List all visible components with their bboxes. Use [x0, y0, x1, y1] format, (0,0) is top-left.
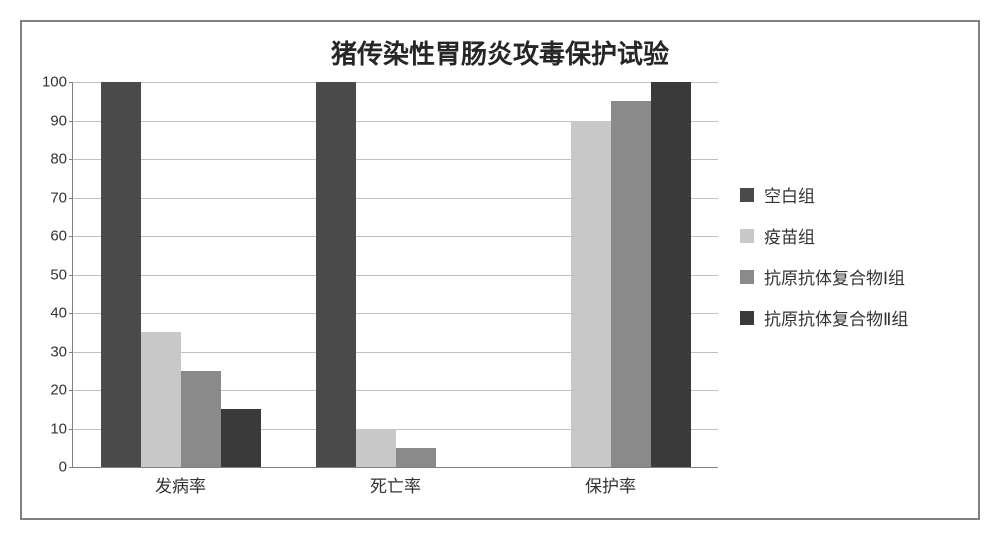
y-axis-label: 20 [35, 382, 67, 399]
y-axis-label: 10 [35, 420, 67, 437]
chart-container: 猪传染性胃肠炎攻毒保护试验 0102030405060708090100发病率死… [20, 20, 980, 520]
y-tick [69, 467, 73, 468]
y-axis-label: 60 [35, 228, 67, 245]
bar [356, 429, 396, 468]
legend-item: 抗原抗体复合物Ⅱ组 [740, 305, 960, 330]
category-label: 发病率 [73, 472, 288, 497]
chart-title: 猪传染性胃肠炎攻毒保护试验 [22, 22, 978, 79]
legend-item: 抗原抗体复合物Ⅰ组 [740, 264, 960, 289]
legend-swatch [740, 229, 754, 243]
legend-swatch [740, 311, 754, 325]
bar [651, 82, 691, 467]
bar-group: 保护率 [503, 82, 718, 467]
bar [611, 101, 651, 467]
legend-item: 疫苗组 [740, 223, 960, 248]
bar [396, 448, 436, 467]
bar [141, 332, 181, 467]
bar-group-inner [531, 82, 691, 467]
legend-item: 空白组 [740, 182, 960, 207]
category-label: 保护率 [503, 472, 718, 497]
bar [221, 409, 261, 467]
legend-label: 抗原抗体复合物Ⅱ组 [764, 305, 908, 330]
bar-group-inner [101, 82, 261, 467]
legend: 空白组疫苗组抗原抗体复合物Ⅰ组抗原抗体复合物Ⅱ组 [740, 182, 960, 346]
y-axis-label: 0 [35, 459, 67, 476]
plot-area: 0102030405060708090100发病率死亡率保护率 [72, 82, 718, 468]
bar-group: 发病率 [73, 82, 288, 467]
bar-groups: 发病率死亡率保护率 [73, 82, 718, 467]
bar-group-inner [316, 82, 476, 467]
category-label: 死亡率 [288, 472, 503, 497]
legend-label: 疫苗组 [764, 223, 815, 248]
bar [101, 82, 141, 467]
legend-swatch [740, 188, 754, 202]
y-axis-label: 40 [35, 305, 67, 322]
y-axis-label: 100 [35, 74, 67, 91]
bar [571, 121, 611, 468]
legend-label: 抗原抗体复合物Ⅰ组 [764, 264, 905, 289]
bar [316, 82, 356, 467]
legend-swatch [740, 270, 754, 284]
y-axis-label: 50 [35, 266, 67, 283]
bar-group: 死亡率 [288, 82, 503, 467]
legend-label: 空白组 [764, 182, 815, 207]
y-axis-label: 30 [35, 343, 67, 360]
y-axis-label: 80 [35, 151, 67, 168]
y-axis-label: 70 [35, 189, 67, 206]
y-axis-label: 90 [35, 112, 67, 129]
bar [181, 371, 221, 467]
